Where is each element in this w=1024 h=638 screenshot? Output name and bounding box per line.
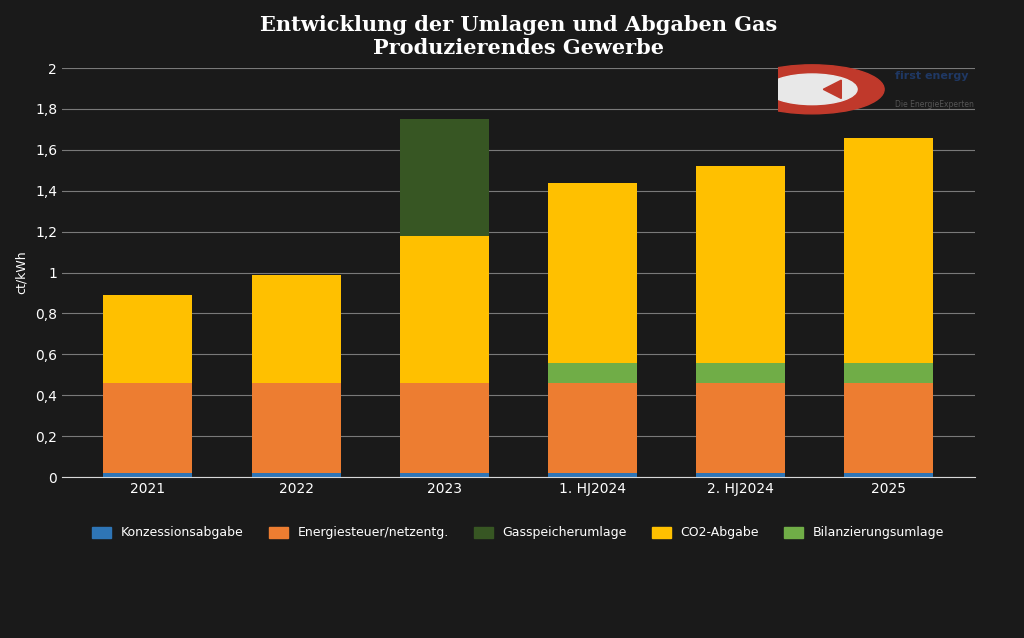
Text: first energy: first energy	[895, 71, 969, 80]
Text: Die EnergieExperten: Die EnergieExperten	[895, 100, 974, 109]
Bar	[103, 295, 193, 383]
Bar	[399, 236, 488, 383]
Bar	[103, 383, 193, 473]
Bar	[845, 362, 933, 383]
Bar	[103, 473, 193, 477]
Bar	[696, 362, 785, 383]
Bar	[252, 473, 341, 477]
Polygon shape	[823, 80, 842, 98]
Circle shape	[767, 74, 857, 105]
Bar	[548, 182, 637, 362]
Bar	[548, 362, 637, 383]
Bar	[696, 383, 785, 473]
Bar	[696, 167, 785, 362]
Bar	[252, 274, 341, 383]
Bar	[399, 473, 488, 477]
Circle shape	[740, 65, 884, 114]
Bar	[845, 473, 933, 477]
Title: Entwicklung der Umlagen und Abgaben Gas
Produzierendes Gewerbe: Entwicklung der Umlagen und Abgaben Gas …	[260, 15, 777, 58]
Bar	[548, 383, 637, 473]
Legend: Konzessionsabgabe, Energiesteuer/netzentg., Gasspeicherumlage, CO2-Abgabe, Bilan: Konzessionsabgabe, Energiesteuer/netzent…	[87, 521, 949, 544]
Bar	[399, 383, 488, 473]
Bar	[252, 383, 341, 473]
Y-axis label: ct/kWh: ct/kWh	[15, 251, 28, 294]
Bar	[845, 383, 933, 473]
Bar	[845, 138, 933, 362]
Bar	[399, 119, 488, 236]
Bar	[548, 473, 637, 477]
Bar	[696, 473, 785, 477]
